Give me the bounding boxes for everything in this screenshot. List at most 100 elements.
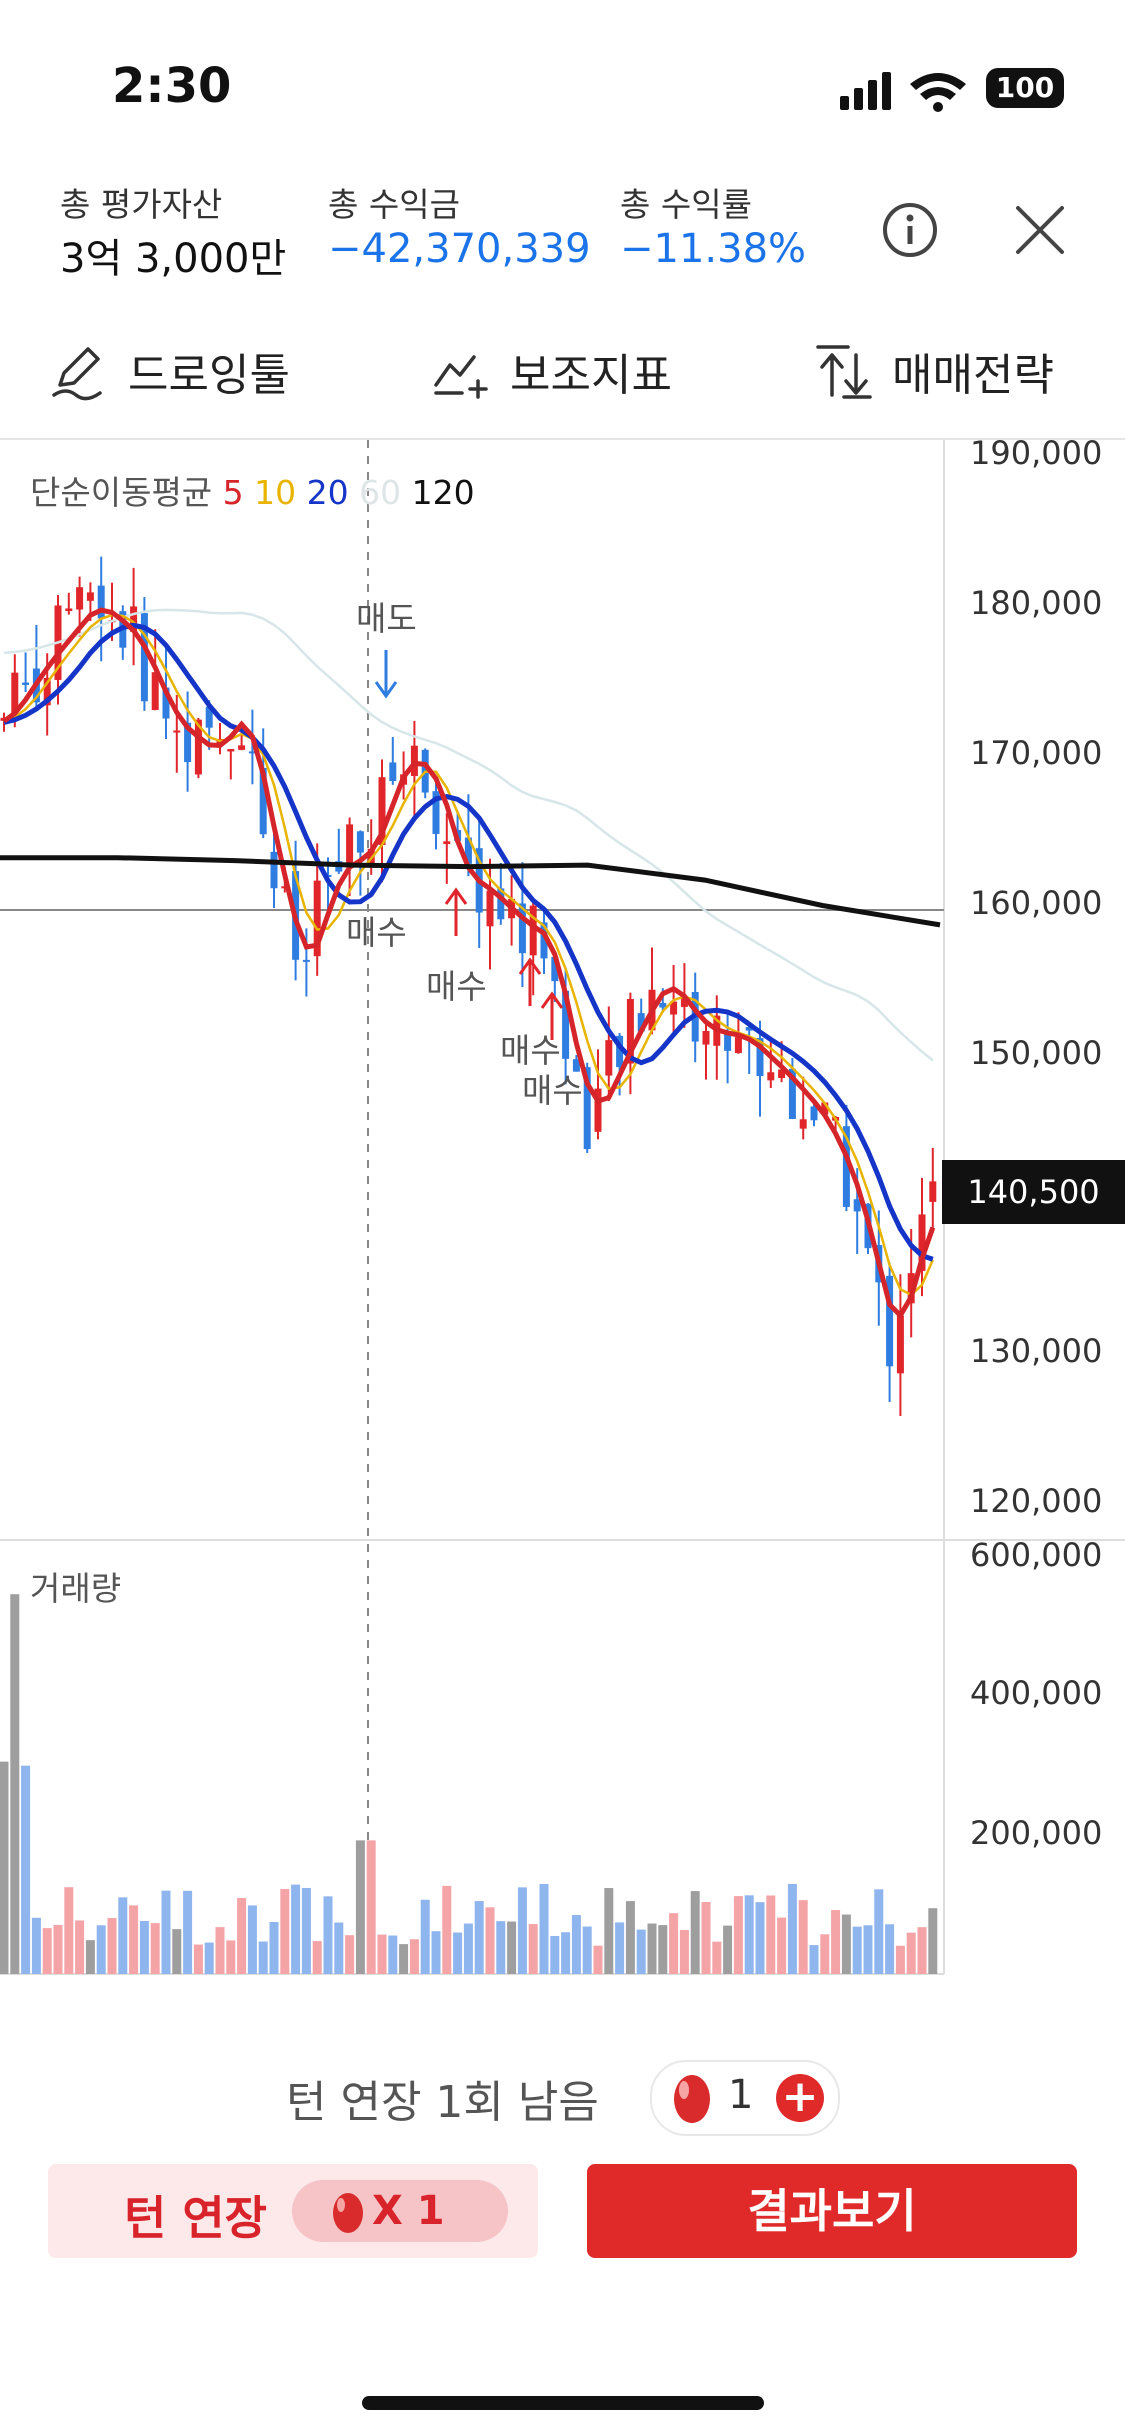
view-results-button[interactable]: 결과보기: [587, 2164, 1077, 2258]
volume-bar: [247, 1905, 257, 1974]
volume-bar: [485, 1907, 495, 1974]
volume-bar: [453, 1932, 463, 1974]
candle-body: [346, 824, 354, 866]
volume-bar: [658, 1925, 668, 1974]
candle-body: [788, 1068, 796, 1119]
volume-bar: [571, 1915, 581, 1974]
profit-label: 총 수익금: [328, 185, 460, 224]
indicator-button[interactable]: 보조지표: [432, 336, 672, 406]
add-egg-button[interactable]: +: [776, 2074, 824, 2122]
volume-bar: [345, 1935, 355, 1974]
volume-bar: [517, 1887, 527, 1974]
strategy-button[interactable]: 매매전략: [814, 336, 1054, 406]
volume-tick: 200,000: [970, 1814, 1103, 1852]
price-tick: 190,000: [970, 434, 1103, 472]
volume-bar: [755, 1902, 765, 1974]
volume-bar: [334, 1922, 344, 1974]
candle-body: [896, 1315, 904, 1374]
volume-bar: [377, 1934, 387, 1974]
volume-bar: [399, 1944, 409, 1974]
candle-body: [680, 996, 688, 1007]
candle-body: [443, 841, 451, 845]
price-tick: 160,000: [970, 884, 1103, 922]
candle-body: [11, 672, 19, 715]
volume-bar: [172, 1929, 182, 1974]
drawing-tool-button[interactable]: 드로잉툴: [50, 336, 290, 406]
volume-bar: [690, 1891, 700, 1974]
buy-arrow-icon: [444, 887, 468, 936]
candle-body: [194, 719, 202, 775]
volume-bar: [280, 1888, 290, 1974]
volume-bar: [550, 1935, 560, 1974]
volume-bar: [129, 1905, 139, 1974]
volume-bar: [42, 1928, 52, 1974]
volume-bar: [647, 1923, 657, 1974]
volume-bar: [21, 1765, 31, 1974]
extend-turn-label: 턴 연장: [124, 2191, 267, 2245]
candle-body: [918, 1214, 926, 1271]
info-icon: [883, 203, 937, 257]
volume-bar: [906, 1932, 916, 1974]
home-indicator: [362, 2396, 764, 2410]
candle-body: [756, 1038, 764, 1077]
candle-body: [842, 1126, 850, 1207]
candle-body: [86, 592, 94, 601]
buy-arrow-icon: [518, 957, 542, 1006]
candle-body: [389, 762, 397, 782]
volume-tick: 600,000: [970, 1536, 1103, 1574]
candle-body: [767, 1072, 775, 1081]
total-assets-label: 총 평가자산: [60, 185, 223, 224]
status-icons: 100: [836, 62, 1066, 122]
total-assets-value: 3억 3,000만: [60, 236, 287, 282]
volume-bar: [787, 1883, 797, 1974]
candle-body: [151, 672, 159, 710]
buy-mark-label: 매수: [500, 1031, 561, 1070]
candle-body: [518, 903, 526, 954]
price-tick: 130,000: [970, 1332, 1103, 1370]
volume-bar: [204, 1942, 214, 1974]
current-price-tag: 140,500: [942, 1160, 1125, 1224]
volume-bar: [64, 1887, 74, 1974]
volume-bar: [258, 1941, 268, 1974]
ma20-line: [3, 622, 934, 1262]
info-button[interactable]: [878, 198, 942, 262]
status-bar: 2:30 100: [0, 0, 1125, 150]
candle-body: [184, 722, 192, 763]
candle-body: [76, 587, 84, 610]
candle-body: [97, 585, 105, 619]
return-label: 총 수익률: [620, 185, 752, 224]
volume-bar: [237, 1897, 247, 1974]
candle-body: [562, 990, 570, 1059]
extend-cost-badge: X 1: [292, 2180, 508, 2242]
arrow-shape: [540, 991, 564, 1040]
candle-body: [270, 851, 278, 889]
volume-bar: [841, 1914, 851, 1974]
volume-bar: [323, 1896, 333, 1974]
volume-title: 거래량: [30, 1569, 122, 1608]
pencil-icon: [52, 347, 102, 401]
volume-bar: [53, 1924, 63, 1974]
volume-bar: [355, 1840, 365, 1974]
ma10-label: 10: [254, 473, 297, 512]
candle-body: [670, 1001, 678, 1015]
candle-body: [227, 749, 235, 752]
candle-body: [734, 1036, 742, 1054]
candle-body: [22, 682, 30, 685]
extend-turn-button[interactable]: 턴 연장 X 1: [48, 2164, 538, 2258]
egg-icon: [333, 2193, 363, 2233]
candle-body: [540, 922, 548, 959]
volume-bar: [312, 1941, 322, 1974]
ma20-label: 20: [306, 473, 349, 512]
volume-bar: [301, 1887, 311, 1974]
volume-bar: [895, 1945, 905, 1974]
volume-bar: [507, 1921, 517, 1974]
candle-body: [605, 1040, 613, 1076]
turn-extension-info: 턴 연장 1회 남음: [286, 2077, 599, 2128]
buy-mark-label: 매수: [522, 1071, 583, 1110]
price-chart[interactable]: [0, 440, 1125, 1980]
candle-body: [853, 1199, 861, 1212]
ma120-label: 120: [411, 473, 475, 512]
return-value: −11.38%: [620, 226, 807, 272]
candle-body: [356, 831, 364, 853]
close-button[interactable]: [1008, 198, 1072, 262]
